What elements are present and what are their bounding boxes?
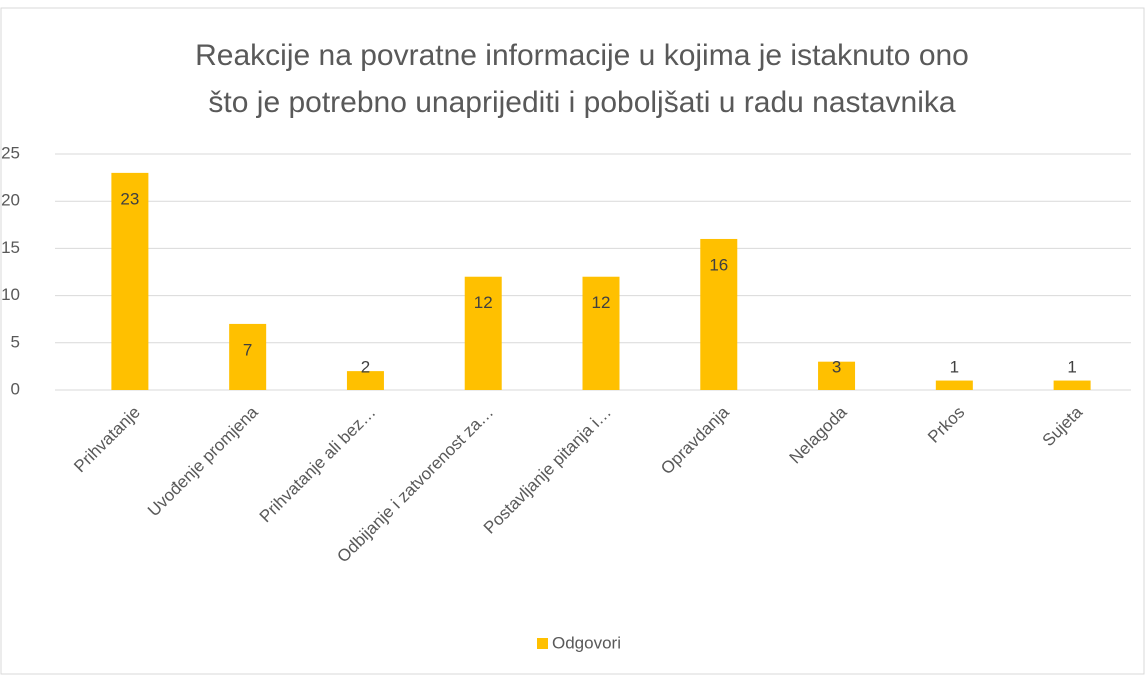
value-label: 3 [832, 357, 841, 376]
legend-label: Odgovori [552, 633, 621, 652]
bar [818, 361, 856, 390]
bar [582, 276, 620, 390]
value-label: 1 [950, 357, 959, 376]
value-label: 7 [243, 340, 252, 359]
bar [229, 323, 267, 390]
value-label: 23 [120, 189, 139, 208]
y-tick-label: 5 [11, 332, 20, 351]
y-tick-label: 20 [1, 191, 20, 210]
value-label: 12 [592, 293, 611, 312]
value-label: 16 [709, 255, 728, 274]
legend-swatch [537, 638, 548, 649]
y-tick-label: 25 [1, 143, 20, 162]
bar [1053, 380, 1091, 390]
chart-title: što je potrebno unaprijediti i poboljšat… [208, 86, 955, 119]
bar [700, 238, 738, 390]
y-tick-label: 15 [1, 238, 20, 257]
bar [346, 371, 384, 390]
chart-border [0, 7, 1145, 675]
bar [464, 276, 502, 390]
bar [111, 172, 149, 390]
value-label: 2 [361, 357, 370, 376]
chart-title: Reakcije na povratne informacije u kojim… [195, 39, 969, 72]
y-tick-label: 0 [11, 379, 20, 398]
bar [935, 380, 973, 390]
value-label: 12 [474, 293, 493, 312]
y-tick-label: 10 [1, 285, 20, 304]
value-label: 1 [1067, 357, 1076, 376]
